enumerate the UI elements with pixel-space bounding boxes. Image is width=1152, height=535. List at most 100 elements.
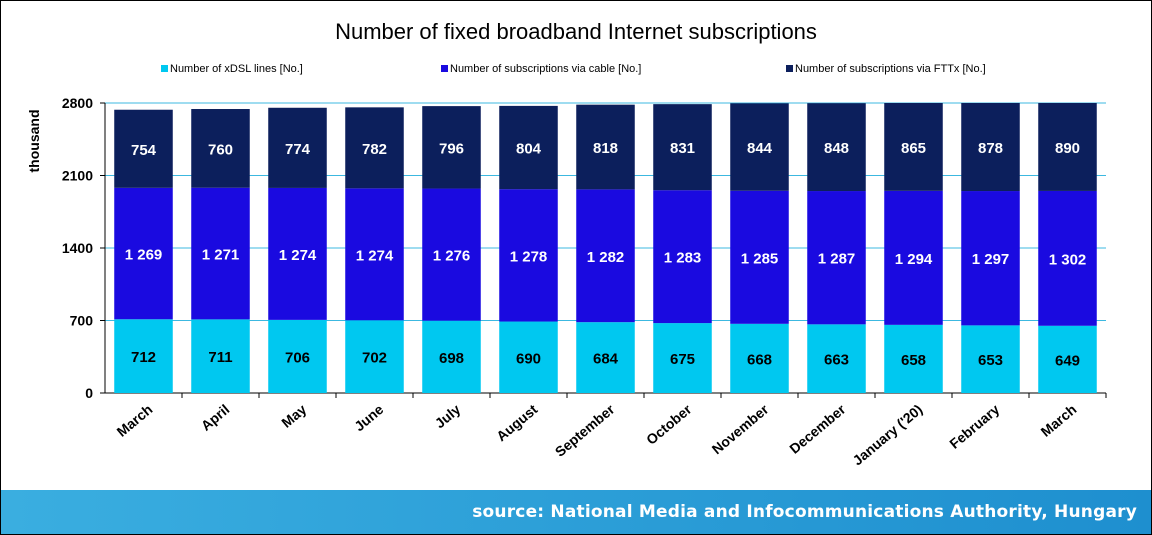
y-tick-label: 700 [70, 313, 94, 329]
bar-segment [807, 103, 866, 192]
bar-segment [884, 190, 943, 325]
legend-item-fttx: Number of subscriptions via FTTx [No.] [786, 63, 986, 75]
bar-segment [191, 319, 250, 393]
source-text: source: National Media and Infocommunica… [472, 502, 1137, 522]
bar-segment [191, 109, 250, 188]
y-axis-label: thousand [26, 110, 42, 173]
x-tick-label: March [1038, 401, 1080, 440]
bar-segment [884, 103, 943, 191]
source-footer: source: National Media and Infocommunica… [1, 490, 1151, 534]
bar-segment [807, 191, 866, 325]
y-tick-label: 0 [85, 385, 93, 401]
bar-segment [422, 320, 481, 393]
bar-segment [1038, 103, 1097, 191]
bar-segment [345, 320, 404, 393]
data-label: 663 [824, 352, 849, 369]
bar-segment [499, 189, 558, 322]
x-tick-label: July [432, 401, 464, 431]
data-label: 796 [439, 140, 464, 157]
bar-segment [730, 190, 789, 324]
data-label: 1 276 [433, 248, 471, 265]
data-label: 1 269 [125, 247, 163, 264]
legend-label-cable: Number of subscriptions via cable [No.] [450, 63, 642, 75]
bar-segment [884, 324, 943, 393]
bar-segment [499, 321, 558, 393]
data-label: 804 [516, 141, 542, 158]
data-label: 702 [362, 350, 387, 367]
bar-segment [730, 323, 789, 393]
x-tick-label: December [786, 401, 849, 457]
data-label: 1 274 [356, 247, 394, 264]
x-tick-label: September [552, 401, 618, 460]
bar-segment [268, 319, 327, 393]
x-tick-label: January ('20) [849, 401, 925, 468]
data-label: 658 [901, 352, 926, 369]
legend-swatch-cable [441, 65, 448, 72]
data-label: 848 [824, 140, 849, 157]
data-label: 1 297 [972, 251, 1010, 268]
bar-segment [422, 188, 481, 321]
data-label: 1 287 [818, 251, 856, 268]
chart-legend: Number of xDSL lines [No.] Number of sub… [1, 63, 1151, 79]
data-label: 878 [978, 140, 1003, 157]
data-label: 782 [362, 141, 387, 158]
bar-segment [268, 107, 327, 188]
data-label: 1 274 [279, 247, 317, 264]
data-label: 760 [208, 141, 233, 158]
bar-segment [576, 322, 635, 393]
bar-segment [114, 319, 173, 393]
x-tick-label: November [709, 401, 772, 458]
data-label: 1 278 [510, 248, 548, 265]
bar-segment [345, 107, 404, 189]
legend-label-fttx: Number of subscriptions via FTTx [No.] [795, 63, 986, 75]
bar-segment [422, 106, 481, 189]
x-tick-label: October [643, 401, 695, 448]
data-label: 754 [131, 142, 157, 159]
x-tick-label: February [946, 401, 1002, 452]
x-tick-label: August [493, 401, 540, 444]
bar-segment [653, 323, 712, 393]
bar-segment [961, 103, 1020, 192]
data-label: 668 [747, 351, 772, 368]
bar-segment [499, 105, 558, 190]
y-tick-label: 1400 [62, 240, 93, 256]
bar-segment [961, 325, 1020, 393]
bar-segment [961, 191, 1020, 326]
data-label: 1 285 [741, 250, 779, 267]
bar-segment [730, 103, 789, 191]
legend-item-xdsl: Number of xDSL lines [No.] [161, 63, 303, 75]
x-tick-label: May [278, 401, 309, 431]
data-label: 831 [670, 140, 695, 157]
data-label: 1 294 [895, 251, 933, 268]
bar-segment [268, 187, 327, 320]
data-label: 818 [593, 140, 618, 157]
bar-segment [345, 188, 404, 321]
data-label: 1 271 [202, 247, 240, 264]
data-label: 890 [1055, 140, 1080, 157]
bar-segment [191, 187, 250, 320]
x-tick-label: April [198, 401, 233, 434]
data-label: 649 [1055, 352, 1080, 369]
bar-segment [653, 104, 712, 191]
bar-segment [1038, 325, 1097, 393]
data-label: 774 [285, 141, 311, 158]
legend-swatch-fttx [786, 65, 793, 72]
legend-item-cable: Number of subscriptions via cable [No.] [441, 63, 641, 75]
data-label: 690 [516, 350, 541, 367]
data-label: 1 282 [587, 249, 625, 266]
bar-segment [114, 187, 173, 320]
data-label: 698 [439, 350, 464, 367]
data-label: 675 [670, 351, 695, 368]
bar-segment [576, 189, 635, 323]
data-label: 684 [593, 351, 619, 368]
legend-swatch-xdsl [161, 65, 168, 72]
bar-segment [807, 324, 866, 393]
data-label: 865 [901, 140, 926, 157]
bar-segment [1038, 190, 1097, 326]
data-label: 1 302 [1049, 251, 1087, 268]
legend-label-xdsl: Number of xDSL lines [No.] [170, 63, 303, 75]
data-label: 712 [131, 349, 156, 366]
data-label: 711 [208, 349, 232, 366]
stacked-bar-chart: 0 700 1400 2100 2800 thousand 712 1 269 754 March… [26, 95, 1107, 468]
